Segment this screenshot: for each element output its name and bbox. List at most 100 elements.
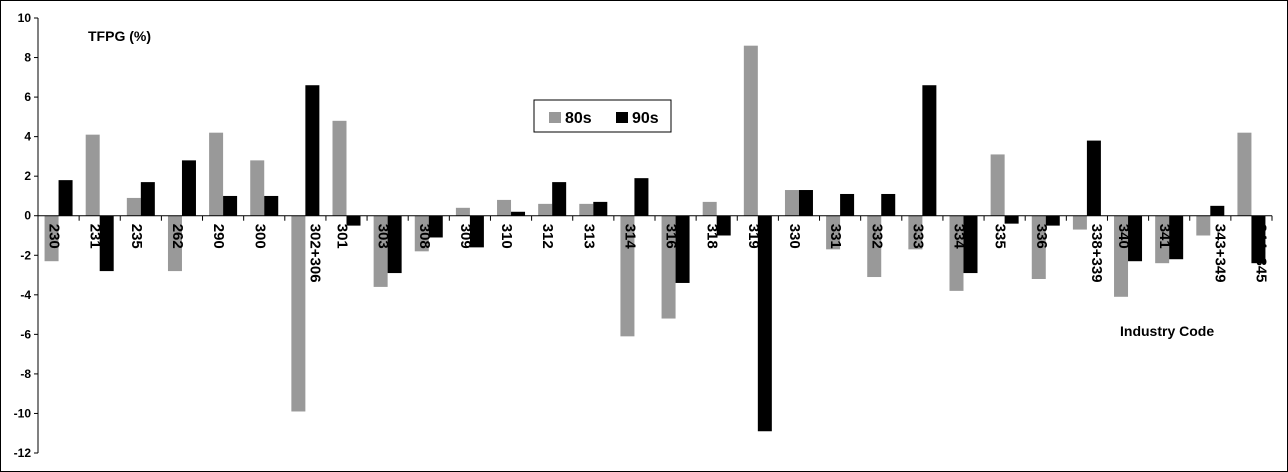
y-tick-label: -12 (14, 446, 32, 460)
legend: 80s 90s (533, 99, 672, 133)
x-tick-label: 313 (580, 224, 597, 249)
bar-90s-332 (881, 193, 896, 216)
bar-80s-303 (373, 215, 388, 287)
x-tick-labels: 230 231 235 262 290 300 302+306 301 303 308 309 310… (46, 224, 1270, 283)
bar-80s-230 (44, 215, 59, 262)
bar-80s-290 (209, 132, 224, 216)
x-tick-label: 340 (1115, 224, 1132, 249)
bar-90s-312 (552, 182, 567, 216)
bar-90s-344-345 (1251, 215, 1266, 264)
x-tick-label: 303 (375, 224, 392, 249)
x-tick-label: 290 (210, 224, 227, 249)
y-axis-title: TFPG (%) (88, 28, 151, 44)
x-tick-label: 319 (745, 224, 762, 249)
axis-layer (34, 17, 1273, 454)
bar-80s-300 (250, 160, 265, 216)
y-tick-label: -10 (14, 406, 32, 420)
bar-90s-318 (716, 215, 731, 236)
bar-80s-331 (826, 215, 841, 250)
x-tick-label: 343+349 (1211, 224, 1228, 283)
x-tick-label: 316 (663, 224, 680, 249)
x-tick-label: 334 (951, 224, 968, 250)
x-tick-label: 309 (457, 224, 474, 249)
bar-80s-310 (497, 199, 512, 216)
y-tick-label: 0 (24, 209, 31, 223)
bar-80s-335 (990, 154, 1005, 216)
x-tick-label: 310 (498, 224, 515, 249)
bar-90s-334 (963, 215, 978, 274)
x-tick-label: 344+345 (1252, 224, 1269, 283)
legend-label-90s: 90s (632, 110, 659, 127)
bar-90s-300 (264, 195, 279, 216)
y-tick-label: -6 (20, 327, 31, 341)
bar-80s-316 (661, 215, 676, 319)
x-tick-label: 338+339 (1088, 224, 1105, 283)
bar-80s-301 (332, 120, 347, 216)
bar-90s-335 (1004, 215, 1019, 224)
bar-80s-309 (455, 207, 470, 216)
x-axis-title: Industry Code (1120, 323, 1214, 339)
x-tick-label: 235 (128, 224, 145, 249)
x-tick-label: 331 (827, 224, 844, 249)
x-tick-label: 312 (539, 224, 556, 249)
bar-90s-310 (511, 211, 526, 216)
bar-80s-313 (579, 203, 594, 216)
bar-90s-309 (469, 215, 484, 248)
bar-90s-230 (58, 180, 73, 216)
bar-80s-340 (1114, 215, 1129, 297)
bar-80s-336 (1031, 215, 1046, 279)
bar-90s-302-306 (305, 85, 320, 216)
bar-90s-331 (840, 193, 855, 216)
bar-90s-301 (346, 215, 361, 226)
legend-swatch-80s (549, 112, 561, 123)
bar-90s-262 (181, 160, 196, 216)
y-tick-label: 4 (24, 130, 31, 144)
legend-label-80s: 80s (565, 110, 592, 127)
bar-90s-343-349 (1210, 205, 1225, 216)
y-tick-label: 10 (18, 11, 32, 25)
bar-80s-343-349 (1196, 215, 1211, 236)
bar-90s-340 (1128, 215, 1143, 262)
bar-90s-336 (1045, 215, 1060, 226)
bar-80s-334 (949, 215, 964, 291)
bar-90s-308 (428, 215, 443, 238)
x-tick-label: 301 (334, 224, 351, 249)
x-tick-label: 341 (1156, 224, 1173, 249)
y-tick-label: 2 (24, 169, 31, 183)
bar-90s-314 (634, 178, 649, 216)
x-tick-label: 262 (169, 224, 186, 249)
bar-80s-333 (908, 215, 923, 250)
bar-80s-338-339 (1072, 215, 1087, 230)
bar-90s-231 (99, 215, 114, 272)
x-tick-label: 333 (909, 224, 926, 249)
y-tick-label: -2 (20, 248, 31, 262)
y-tick-label: 6 (24, 90, 31, 104)
bar-90s-303 (387, 215, 402, 274)
bar-80s-344-345 (1237, 132, 1252, 216)
bar-90s-333 (922, 85, 937, 216)
bar-80s-332 (867, 215, 882, 278)
bar-80s-314 (620, 215, 635, 337)
bar-90s-313 (593, 201, 608, 216)
bar-90s-316 (675, 215, 690, 283)
y-tick-labels: 10 8 6 4 2 0 -2 -4 -6 -8 -10 -12 (14, 11, 32, 460)
bar-80s-302-306 (291, 215, 306, 412)
x-tick-label: 336 (1033, 224, 1050, 249)
bars-layer (44, 45, 1266, 432)
y-tick-label: -8 (20, 367, 31, 381)
x-tick-label: 231 (87, 224, 104, 249)
x-tick-label: 330 (786, 224, 803, 249)
x-tick-label: 308 (416, 224, 433, 249)
legend-swatch-90s (616, 112, 628, 123)
bar-90s-235 (140, 182, 155, 216)
bar-90s-338-339 (1086, 140, 1101, 216)
x-tick-label: 230 (46, 224, 63, 249)
y-tick-label: -4 (20, 288, 31, 302)
bar-80s-231 (85, 134, 100, 216)
bar-80s-319 (743, 45, 758, 216)
bar-90s-290 (223, 195, 238, 216)
bar-80s-341 (1155, 215, 1170, 264)
bar-80s-308 (414, 215, 429, 252)
